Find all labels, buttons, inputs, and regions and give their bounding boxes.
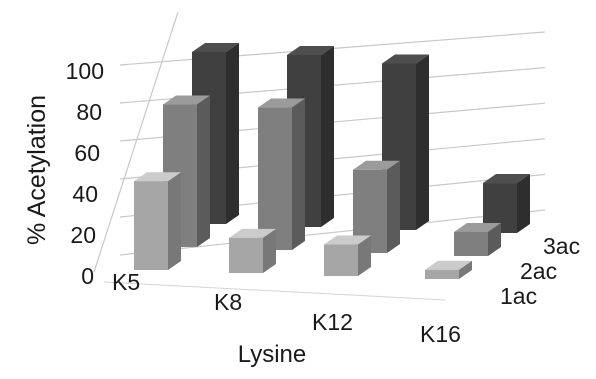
y-axis-title: % Acetylation (23, 95, 51, 245)
series-label-3ac: 3ac (543, 233, 580, 259)
y-tick-label: 100 (66, 58, 104, 84)
bar-2ac-K8 (258, 98, 305, 250)
y-tick-labels: 0 20 40 60 80 100 (66, 58, 104, 289)
y-tick-label: 40 (72, 181, 98, 207)
y-tick-label: 20 (70, 222, 96, 248)
bar-1ac-K16 (425, 260, 472, 279)
category-label-K16: K16 (420, 321, 461, 347)
bar-1ac-K8 (229, 228, 276, 273)
bar-2ac-K16 (454, 222, 501, 256)
y-tick-label: 0 (81, 263, 94, 289)
bar-1ac-K5 (134, 172, 181, 270)
bars (134, 42, 530, 279)
y-tick-label: 80 (76, 99, 102, 125)
bar-1ac-K12 (324, 235, 371, 276)
category-label-K8: K8 (214, 289, 242, 315)
category-label-K12: K12 (312, 309, 353, 335)
category-labels: K5 K8 K12 K16 (112, 269, 461, 347)
series-label-2ac: 2ac (520, 258, 557, 284)
category-label-K5: K5 (112, 269, 140, 295)
series-label-1ac: 1ac (500, 283, 537, 309)
y-tick-label: 60 (74, 140, 100, 166)
x-axis-title: Lysine (238, 341, 306, 368)
